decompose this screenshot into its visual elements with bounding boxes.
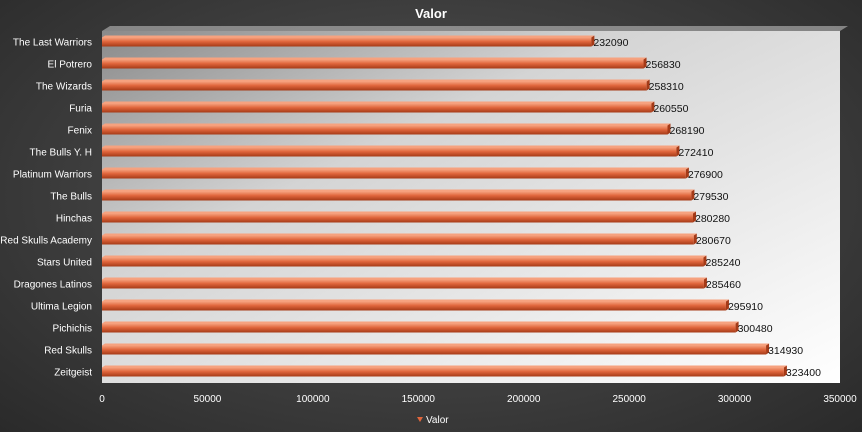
category-label: Stars United xyxy=(37,258,92,269)
category-label: Platinum Warriors xyxy=(13,170,92,181)
data-label: 272410 xyxy=(678,147,713,159)
data-label: 323400 xyxy=(786,367,821,379)
category-label: Pichichis xyxy=(53,324,92,335)
data-label: 258310 xyxy=(649,81,684,93)
bar xyxy=(102,103,652,113)
bar-end-face xyxy=(725,299,729,311)
plot-back-top xyxy=(102,26,848,31)
bar-end-face xyxy=(703,255,707,267)
bar-top-face xyxy=(102,167,689,170)
category-label: The Wizards xyxy=(36,82,92,93)
bar xyxy=(102,235,694,245)
x-tick-label: 50000 xyxy=(194,394,222,405)
bar-end-face xyxy=(646,79,650,91)
bar-end-face xyxy=(703,277,707,289)
bar-end-face xyxy=(693,233,697,245)
data-label: 300480 xyxy=(738,323,773,335)
category-label: El Potrero xyxy=(48,60,93,71)
bar-top-face xyxy=(102,233,697,236)
bar-top-face xyxy=(102,211,696,214)
legend-marker-valor xyxy=(417,417,423,422)
x-tick-label: 0 xyxy=(99,394,105,405)
bar-top-face xyxy=(102,79,650,82)
bar-top-face xyxy=(102,343,770,346)
category-label: Ultima Legion xyxy=(31,302,92,313)
bar xyxy=(102,279,704,289)
data-label: 285240 xyxy=(705,257,740,269)
bar xyxy=(102,191,692,201)
data-label: 256830 xyxy=(646,59,681,71)
data-label: 276900 xyxy=(688,169,723,181)
x-tick-label: 300000 xyxy=(718,394,752,405)
bar xyxy=(102,301,726,311)
bar-end-face xyxy=(692,211,696,223)
legend-label-valor: Valor xyxy=(426,415,449,426)
bar-top-face xyxy=(102,277,707,280)
bar-top-face xyxy=(102,189,695,192)
chart-title: Valor xyxy=(415,6,447,21)
data-label: 285460 xyxy=(706,279,741,291)
bar-end-face xyxy=(591,35,595,47)
data-label: 232090 xyxy=(593,37,628,49)
category-label: The Bulls Y. H xyxy=(30,148,92,159)
bar-top-face xyxy=(102,299,729,302)
bar-end-face xyxy=(667,123,671,135)
bar xyxy=(102,257,704,267)
bar-top-face xyxy=(102,123,671,126)
bar-end-face xyxy=(685,167,689,179)
bar xyxy=(102,367,784,377)
bar-end-face xyxy=(651,101,655,113)
category-label: The Last Warriors xyxy=(13,38,92,49)
x-tick-label: 350000 xyxy=(823,394,857,405)
data-label: 280280 xyxy=(695,213,730,225)
category-label: Dragones Latinos xyxy=(14,280,92,291)
bar-top-face xyxy=(102,57,647,60)
bar-top-face xyxy=(102,255,707,258)
category-label: Zeitgeist xyxy=(54,368,92,379)
bar-top-face xyxy=(102,101,655,104)
x-tick-label: 100000 xyxy=(296,394,330,405)
bar-top-face xyxy=(102,145,680,148)
bar xyxy=(102,81,647,91)
category-label: Red Skulls Academy xyxy=(0,236,92,247)
x-tick-label: 250000 xyxy=(612,394,646,405)
bar xyxy=(102,169,686,179)
bar-end-face xyxy=(691,189,695,201)
bar xyxy=(102,59,644,69)
category-label: Hinchas xyxy=(56,214,92,225)
x-tick-label: 150000 xyxy=(402,394,436,405)
category-label: Fenix xyxy=(68,126,92,137)
bar-end-face xyxy=(766,343,770,355)
bar-top-face xyxy=(102,321,739,324)
category-label: The Bulls xyxy=(50,192,92,203)
data-label: 280670 xyxy=(696,235,731,247)
bar xyxy=(102,37,592,47)
data-label: 314930 xyxy=(768,345,803,357)
bar xyxy=(102,147,677,157)
bar-end-face xyxy=(735,321,739,333)
bar xyxy=(102,213,693,223)
bar-end-face xyxy=(676,145,680,157)
bar-top-face xyxy=(102,35,595,38)
data-label: 260550 xyxy=(653,103,688,115)
data-label: 279530 xyxy=(693,191,728,203)
x-tick-label: 200000 xyxy=(507,394,541,405)
category-label: Furia xyxy=(69,104,92,115)
data-label: 268190 xyxy=(669,125,704,137)
category-label: Red Skulls xyxy=(44,346,92,357)
bar xyxy=(102,125,668,135)
bar-end-face xyxy=(643,57,647,69)
bar xyxy=(102,323,736,333)
data-label: 295910 xyxy=(728,301,763,313)
bar-top-face xyxy=(102,365,787,368)
legend: Valor xyxy=(417,415,449,426)
bar xyxy=(102,345,767,355)
bar-end-face xyxy=(783,365,787,377)
